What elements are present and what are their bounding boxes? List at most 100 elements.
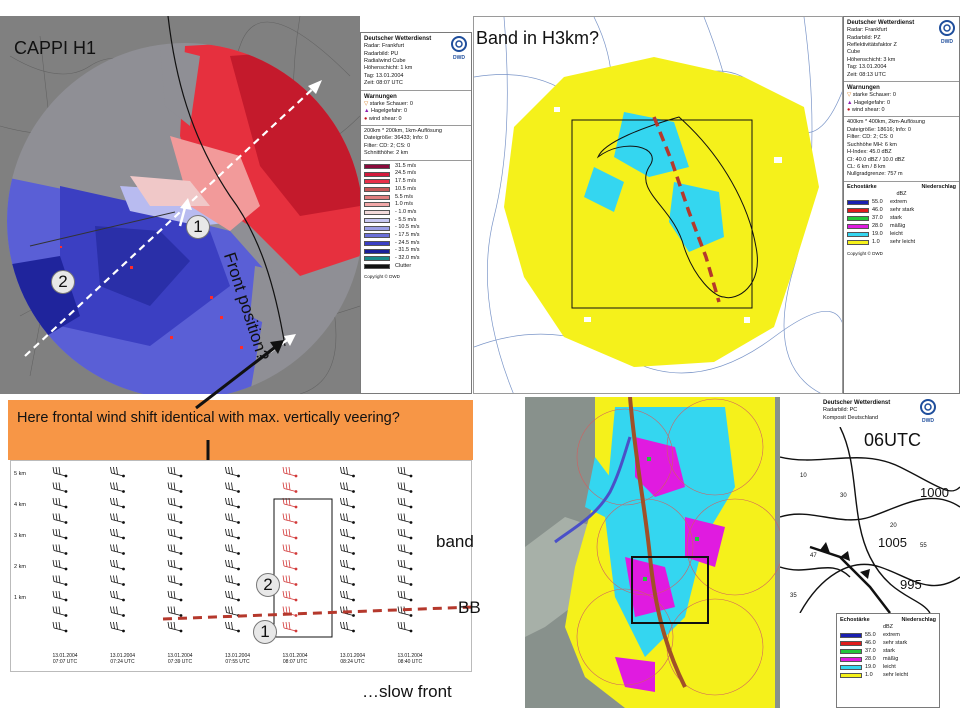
wind-barb bbox=[110, 559, 125, 571]
wind-barb bbox=[340, 575, 355, 586]
velocity-value: 17.5 m/s bbox=[395, 178, 417, 185]
echo-unit: dBZ bbox=[882, 624, 894, 631]
dbz-value: 19.0 bbox=[872, 230, 883, 237]
composite-legend-bottom: Echostärke Niederschlag dBZ 55.0 extrem 46… bbox=[836, 613, 940, 708]
reflectivity-scale-row: 28.0 mäßig bbox=[847, 223, 956, 231]
wind-barb bbox=[110, 621, 125, 633]
reflectivity-scale: 55.0 extrem 46.0 sehr stark 37.0 stark 28.0 mäß… bbox=[847, 199, 956, 247]
color-swatch bbox=[840, 641, 862, 647]
precip-head: Niederschlag bbox=[901, 617, 936, 623]
warning-text: Hagelgefahr: 0 bbox=[853, 99, 891, 106]
wind-barb bbox=[397, 559, 413, 571]
wind-barb bbox=[397, 466, 413, 478]
velocity-scale-row: - 32.0 m/s bbox=[364, 255, 468, 263]
warning-row: ▲ Hagelgefahr: 0 bbox=[847, 99, 891, 106]
stamp-time: 08:07 UTC bbox=[282, 659, 308, 665]
wind-barb bbox=[340, 590, 355, 602]
cappi-legend: Deutscher Wetterdienst Radar: Frankfurt … bbox=[360, 32, 472, 394]
time-stamp: 13.01.2004 08:24 UTC bbox=[333, 653, 373, 665]
echo-legend-header: Echostärke Niederschlag bbox=[840, 617, 936, 624]
wind-barb bbox=[282, 544, 298, 555]
wind-barb bbox=[397, 528, 413, 540]
question-callout: Here frontal wind shift identical with m… bbox=[8, 400, 473, 460]
wind-barb bbox=[52, 513, 68, 524]
wind-barb bbox=[110, 482, 125, 493]
intensity-label: stark bbox=[883, 648, 895, 655]
reflectivity-scale-row: 37.0 stark bbox=[840, 648, 936, 656]
velocity-value: - 5.5 m/s bbox=[395, 216, 417, 223]
pressure-label: 1005 bbox=[878, 535, 907, 550]
intensity-label: sehr stark bbox=[890, 206, 915, 213]
velocity-scale: 31.5 m/s 24.5 m/s 17.5 m/s 10.5 m/s 5.5 m/s 1… bbox=[361, 161, 471, 273]
wind-barb bbox=[397, 513, 413, 524]
reflectivity-scale-row: 46.0 sehr stark bbox=[847, 207, 956, 215]
wind-barb bbox=[282, 466, 298, 478]
time-stamp: 13.01.2004 07:55 UTC bbox=[218, 653, 258, 665]
wind-barb bbox=[167, 544, 183, 555]
svg-text:35: 35 bbox=[790, 593, 797, 599]
dwd-logo: DWD bbox=[938, 20, 956, 45]
reflectivity-scale-row: 1.0 sehr leicht bbox=[840, 672, 936, 680]
time-stamp: 13.01.2004 07:24 UTC bbox=[103, 653, 143, 665]
band-label: band bbox=[436, 532, 474, 551]
stamp-time: 08:40 UTC bbox=[397, 659, 423, 665]
velocity-value: 31.5 m/s bbox=[395, 162, 417, 169]
color-swatch bbox=[840, 657, 862, 663]
warning-row: ▽ starke Schauer: 0 bbox=[364, 100, 413, 107]
velocity-scale-row: 24.5 m/s bbox=[364, 170, 468, 178]
svg-text:47: 47 bbox=[810, 553, 817, 559]
warnings-title: Warnungen bbox=[364, 93, 397, 100]
dbz-value: 1.0 bbox=[865, 672, 873, 679]
wind-barb bbox=[282, 559, 298, 571]
wind-barb bbox=[167, 575, 183, 586]
velocity-scale-row: Clutter bbox=[364, 263, 468, 271]
legend-line: Reflektivitätsfaktor Z bbox=[847, 41, 897, 48]
reflectivity-scale-row: 55.0 extrem bbox=[840, 632, 936, 640]
synop-time-label: 06UTC bbox=[864, 430, 922, 450]
info-line: CL: 6 km / 8 km bbox=[847, 163, 886, 170]
wind-barb bbox=[110, 590, 125, 602]
wind-barb bbox=[282, 528, 298, 540]
color-swatch bbox=[364, 171, 390, 177]
reflectivity-scale-row: 19.0 leicht bbox=[847, 231, 956, 239]
wind-barb bbox=[52, 466, 68, 478]
bright-band-label: BB bbox=[458, 598, 481, 617]
wind-barb bbox=[282, 575, 298, 586]
wind-barb bbox=[225, 513, 240, 524]
wind-barb bbox=[110, 575, 125, 586]
dbz-value: 19.0 bbox=[865, 664, 876, 671]
dbz-value: 55.0 bbox=[865, 632, 876, 639]
warning-text: wind shear: 0 bbox=[368, 115, 402, 122]
intensity-label: sehr stark bbox=[883, 640, 908, 647]
wind-barb bbox=[225, 621, 240, 633]
wind-barb bbox=[110, 497, 125, 509]
wind-barb bbox=[167, 606, 183, 617]
slow-front-label: …slow front bbox=[362, 682, 452, 701]
legend-line: Tag: 13.01.2004 bbox=[364, 72, 404, 79]
color-swatch bbox=[364, 233, 390, 239]
wind-barb bbox=[52, 575, 68, 586]
velocity-scale-row: - 17.5 m/s bbox=[364, 232, 468, 240]
color-swatch bbox=[364, 263, 390, 269]
echo-unit: dBZ bbox=[896, 191, 907, 198]
column-highlight-box bbox=[273, 498, 333, 638]
color-swatch bbox=[364, 210, 390, 216]
legend-line: Radarbild: PZ bbox=[847, 34, 881, 41]
wind-barb bbox=[167, 497, 183, 509]
wind-barb bbox=[225, 497, 240, 509]
pressure-label: 1000 bbox=[920, 485, 949, 500]
legend-line: Höhenschicht: 1 km bbox=[364, 65, 413, 72]
stamp-time: 07:07 UTC bbox=[52, 659, 78, 665]
legend-org: Deutscher Wetterdienst bbox=[364, 36, 432, 42]
color-swatch bbox=[364, 194, 390, 200]
stamp-time: 07:55 UTC bbox=[225, 659, 250, 665]
dwd-logo: DWD bbox=[450, 36, 468, 61]
color-swatch bbox=[364, 179, 390, 185]
wind-barb bbox=[225, 559, 240, 571]
svg-text:30: 30 bbox=[840, 493, 847, 499]
echo-head: Echostärke bbox=[847, 183, 877, 190]
wind-barb bbox=[282, 621, 298, 633]
dbz-value: 1.0 bbox=[872, 238, 880, 245]
wind-barb bbox=[52, 590, 68, 602]
synoptic-isobars: 10 30 20 47 55 35 bbox=[780, 427, 960, 613]
